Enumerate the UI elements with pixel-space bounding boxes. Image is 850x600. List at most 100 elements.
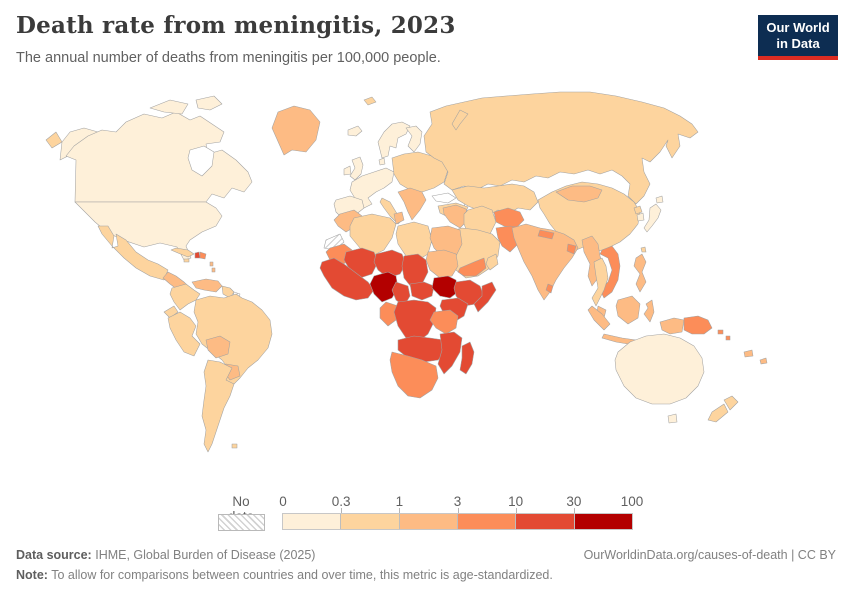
region-taiwan[interactable] [640, 246, 647, 253]
region-arctic-islands[interactable] [149, 95, 223, 115]
region-mozambique-zimbabwe[interactable] [437, 331, 463, 375]
region-png[interactable] [683, 315, 713, 335]
region-haiti[interactable] [194, 251, 201, 259]
region-tunisia[interactable] [393, 211, 405, 225]
region-bolivia[interactable] [205, 335, 231, 359]
region-nigeria[interactable] [369, 271, 399, 303]
region-argentina-chile[interactable] [201, 359, 235, 453]
region-yemen[interactable] [457, 257, 487, 277]
legend-tick-label: 0.3 [331, 494, 351, 509]
region-ireland[interactable] [343, 165, 352, 176]
data-source-text: IHME, Global Burden of Disease (2025) [95, 548, 316, 562]
region-iceland[interactable] [347, 125, 363, 137]
region-afghanistan[interactable] [493, 207, 525, 229]
region-chukotka[interactable] [45, 131, 63, 149]
legend-tick-label: 30 [566, 494, 582, 509]
region-uk[interactable] [349, 156, 364, 181]
owid-logo-line2: in Data [776, 36, 820, 51]
data-source-label: Data source: [16, 548, 92, 562]
legend-tick-label: 3 [453, 494, 462, 509]
region-australia[interactable] [614, 333, 705, 405]
legend-tick-mark [457, 508, 459, 514]
color-legend: 0 0.3 1 3 10 30 100 [279, 494, 643, 530]
region-japan[interactable] [643, 195, 664, 233]
legend-color-bar [282, 513, 633, 530]
owid-logo-line1: Our World [766, 20, 830, 35]
region-mexico[interactable] [97, 225, 169, 281]
region-india[interactable] [511, 223, 579, 301]
legend-segment-1-3[interactable] [399, 514, 458, 529]
legend-tick-label: 100 [620, 494, 644, 509]
legend-segment-0-0.3[interactable] [283, 514, 342, 529]
region-philippines[interactable] [633, 253, 647, 293]
region-ecuador[interactable] [163, 305, 179, 319]
page-subtitle: The annual number of deaths from meningi… [16, 50, 441, 66]
region-southern-africa[interactable] [389, 351, 439, 399]
region-russia[interactable] [423, 91, 699, 205]
no-data-swatch[interactable] [218, 514, 265, 531]
region-guyana-suriname[interactable] [221, 285, 235, 299]
region-jamaica[interactable] [183, 258, 190, 263]
region-canada[interactable] [65, 111, 253, 203]
region-mongolia[interactable] [555, 185, 603, 203]
region-tanzania[interactable] [429, 309, 459, 335]
region-central-east-europe[interactable] [391, 151, 449, 193]
region-falkland[interactable] [231, 443, 238, 449]
region-libya[interactable] [395, 221, 433, 261]
owid-logo[interactable]: Our World in Data [758, 15, 838, 60]
legend-segment-30-100[interactable] [574, 514, 632, 529]
legend-segment-0.3-1[interactable] [341, 514, 400, 529]
legend-tick-mark [515, 508, 517, 514]
legend-tick-label: 1 [395, 494, 404, 509]
legend-segment-3-10[interactable] [457, 514, 517, 529]
legend-segment-10-30[interactable] [516, 514, 575, 529]
black-sea-water [431, 192, 457, 204]
region-fiji[interactable] [743, 349, 768, 365]
region-colombia[interactable] [169, 283, 201, 311]
region-venezuela[interactable] [191, 278, 223, 293]
region-south-sudan[interactable] [431, 275, 459, 299]
legend-tick-mark [399, 508, 401, 514]
region-sudan[interactable] [425, 249, 459, 279]
region-peru[interactable] [167, 311, 201, 357]
region-oman[interactable] [485, 253, 499, 271]
region-svalbard[interactable] [363, 96, 377, 106]
region-balkans[interactable] [397, 187, 427, 221]
region-korea-north[interactable] [633, 205, 643, 215]
region-usa[interactable] [74, 201, 223, 261]
region-sumatra[interactable] [587, 305, 611, 331]
region-korea-south[interactable] [636, 212, 645, 222]
owid-attribution-link[interactable]: OurWorldinData.org/causes-of-death | CC … [583, 548, 836, 562]
region-algeria[interactable] [349, 213, 397, 257]
region-borneo[interactable] [615, 295, 641, 325]
region-bangladesh[interactable] [566, 243, 577, 255]
region-norway-sweden[interactable] [377, 121, 411, 159]
legend-tick-mark [341, 508, 343, 514]
page-title: Death rate from meningitis, 2023 [16, 12, 456, 39]
region-thailand[interactable] [591, 257, 609, 307]
region-sulawesi[interactable] [643, 299, 655, 323]
region-new-guinea-west[interactable] [659, 317, 685, 335]
region-car[interactable] [409, 281, 435, 301]
region-solomon[interactable] [717, 329, 731, 341]
region-novaya-zemlya[interactable] [451, 109, 469, 131]
region-new-zealand[interactable] [707, 395, 739, 423]
region-niger[interactable] [373, 249, 407, 279]
region-somalia[interactable] [473, 281, 497, 313]
region-drc[interactable] [393, 299, 437, 343]
region-greenland[interactable] [271, 105, 321, 156]
region-lesser-antilles[interactable] [209, 261, 216, 273]
region-cuba[interactable] [170, 247, 195, 258]
region-finland[interactable] [405, 125, 423, 153]
region-tasmania[interactable] [667, 413, 678, 424]
region-nepal[interactable] [537, 229, 555, 240]
note-text: To allow for comparisons between countri… [51, 568, 553, 582]
region-brazil[interactable] [193, 293, 273, 387]
chart-footer: Data source: IHME, Global Burden of Dise… [16, 545, 836, 585]
region-sri-lanka[interactable] [545, 283, 554, 294]
region-dominican-republic[interactable] [199, 251, 207, 260]
region-madagascar[interactable] [459, 341, 475, 375]
region-west-africa[interactable] [319, 257, 375, 301]
region-denmark[interactable] [378, 157, 386, 166]
